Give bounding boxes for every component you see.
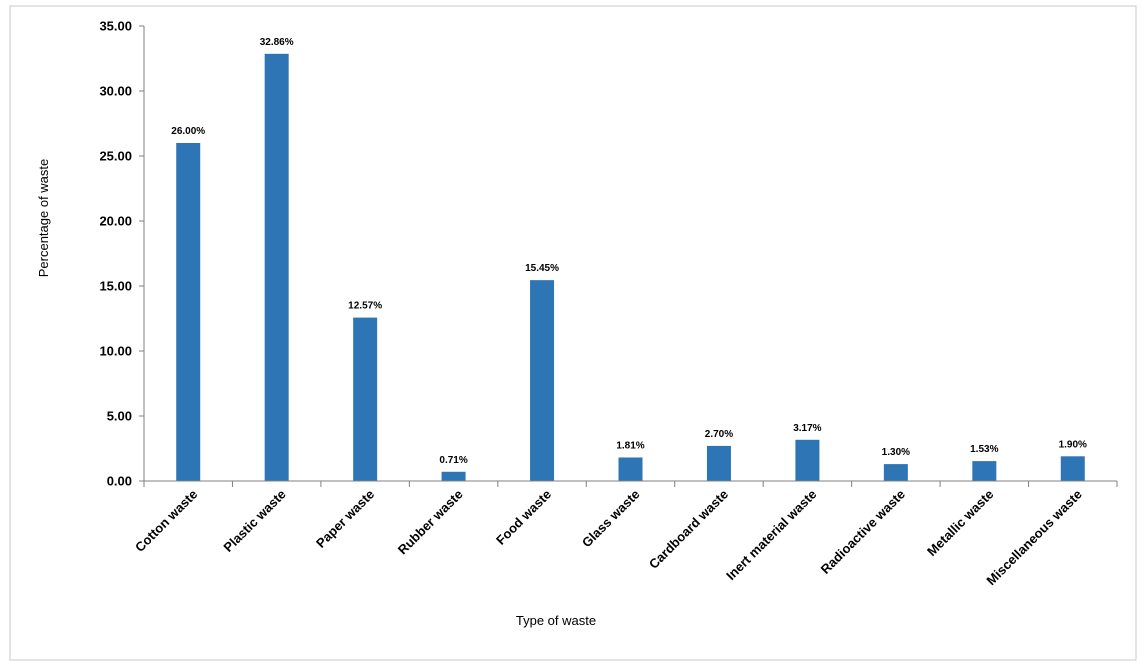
bar [883,464,908,481]
data-label: 1.81% [616,440,644,451]
y-tick-label: 30.00 [99,84,132,99]
bar [618,457,643,481]
y-tick-label: 35.00 [99,19,132,34]
y-tick-label: 15.00 [99,279,132,294]
y-tick-label: 25.00 [99,149,132,164]
y-tick-label: 5.00 [107,409,132,424]
bar [795,439,820,481]
y-tick-label: 10.00 [99,344,132,359]
data-label: 12.57% [348,301,382,312]
bar [176,143,201,481]
data-label: 0.71% [439,455,467,466]
data-label: 1.30% [882,447,910,458]
data-label: 26.00% [171,126,205,137]
data-label: 1.53% [970,444,998,455]
bar [353,317,378,481]
bar [706,445,731,481]
y-tick-label: 20.00 [99,214,132,229]
bar [530,280,555,481]
bar [264,53,289,481]
y-axis-title: Percentage of waste [36,159,51,278]
y-tick-label: 0.00 [107,474,132,489]
bar [972,461,997,481]
data-label: 32.86% [260,37,294,48]
bar [1060,456,1085,481]
data-label: 1.90% [1059,439,1087,450]
data-label: 15.45% [525,263,559,274]
bar [441,471,466,481]
y-axis: 0.00 5.00 10.00 15.00 20.00 25.00 30.00 35.00 [99,19,145,489]
x-axis-title: Type of waste [516,613,596,628]
bar-series: 26.00% 32.86% 12.57% 0.71% 15.45% 1.81% 2.70% 3… [171,37,1087,481]
data-label: 2.70% [705,429,733,440]
data-label: 3.17% [793,423,821,434]
